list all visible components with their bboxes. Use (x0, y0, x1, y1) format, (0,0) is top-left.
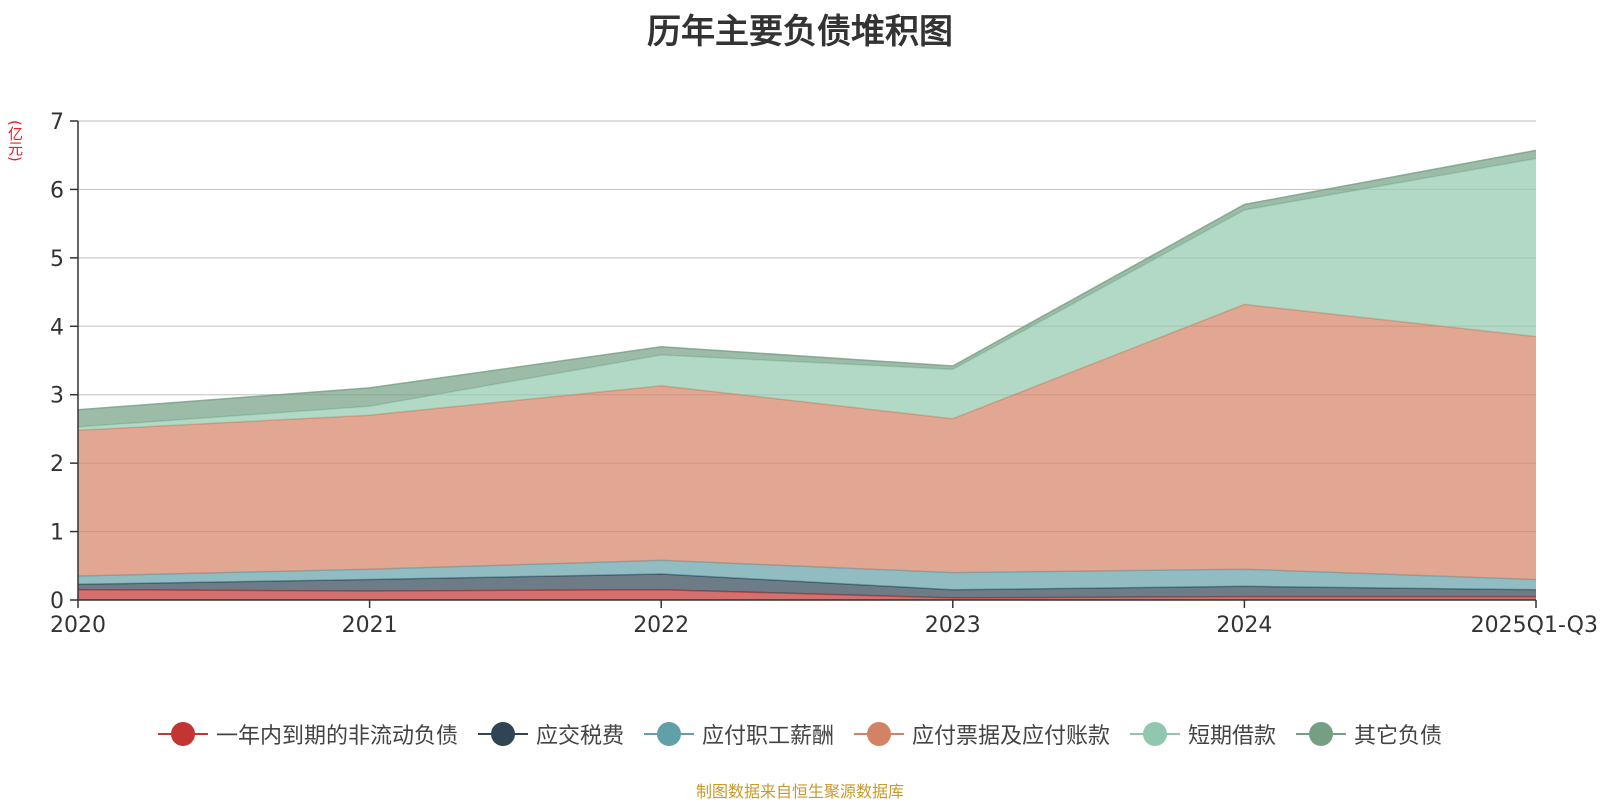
legend-item[interactable]: 一年内到期的非流动负债 (157, 718, 458, 750)
legend-marker-dot (1143, 722, 1168, 746)
x-tick-label: 2021 (342, 613, 398, 638)
chart-title: 历年主要负债堆积图 (647, 12, 953, 52)
y-tick-label: 5 (50, 247, 64, 272)
legend-marker-dot (656, 722, 681, 746)
x-tick-label: 2024 (1216, 613, 1272, 638)
legend-item[interactable]: 短期借款 (1130, 718, 1276, 750)
legend-marker-icon (157, 721, 208, 747)
x-tick-label: 2022 (633, 613, 689, 638)
y-tick-label: 4 (50, 315, 64, 340)
y-tick-label: 7 (50, 110, 64, 135)
area-series-4 (78, 304, 1536, 580)
tick-labels: 0 1 2 3 4 5 6 7 2020 2021 2022 2023 2024 2025Q1-Q3 (50, 110, 1598, 638)
legend-label: 一年内到期的非流动负债 (215, 724, 458, 749)
legend: 一年内到期的非流动负债 应交税费 应付职工薪酬 应付票据及应付账款 短期借款 其它负债 (0, 718, 1600, 750)
x-tick-label: 2020 (50, 613, 106, 638)
legend-marker-dot (867, 722, 891, 746)
legend-item[interactable]: 应付票据及应付账款 (854, 718, 1110, 750)
y-tick-label: 2 (50, 452, 64, 477)
legend-marker-icon (1296, 721, 1347, 747)
area-series-5 (78, 158, 1536, 431)
x-tick-label: 2025Q1-Q3 (1471, 613, 1598, 638)
y-tick-label: 6 (50, 178, 64, 203)
legend-label: 应交税费 (535, 724, 624, 749)
y-tick-label: 3 (50, 384, 64, 409)
legend-item[interactable]: 应付职工薪酬 (643, 718, 834, 750)
area-series (77, 149, 1537, 600)
y-tick-label: 0 (50, 589, 64, 614)
legend-marker-dot (170, 722, 195, 746)
legend-item[interactable]: 其它负债 (1296, 718, 1442, 750)
legend-marker-dot (1309, 722, 1334, 746)
area-series-2 (78, 574, 1536, 598)
legend-label: 其它负债 (1354, 724, 1443, 749)
legend-label: 短期借款 (1188, 724, 1277, 749)
legend-marker-icon (854, 721, 904, 747)
legend-marker-icon (1130, 721, 1181, 747)
y-tick-label: 1 (50, 521, 64, 546)
legend-label: 应付职工薪酬 (701, 724, 834, 749)
legend-label: 应付票据及应付账款 (912, 724, 1111, 749)
x-tick-label: 2023 (925, 613, 981, 638)
source-note: 制图数据来自恒生聚源数据库 (695, 782, 904, 801)
legend-item[interactable]: 应交税费 (477, 718, 624, 750)
axes (70, 120, 1537, 608)
legend-marker-dot (490, 722, 515, 746)
legend-marker-icon (477, 721, 528, 747)
legend-marker-icon (643, 721, 694, 747)
area-line-series-6 (77, 149, 1537, 411)
y-axis-unit-label: (亿元) (6, 120, 24, 162)
